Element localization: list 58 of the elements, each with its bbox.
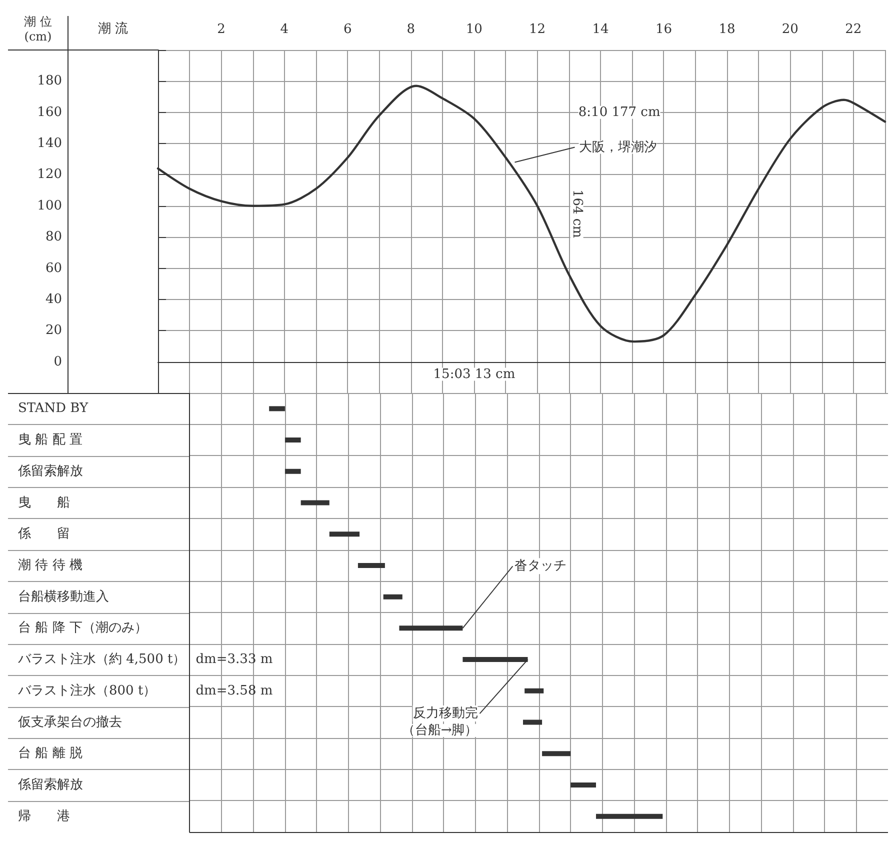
bar <box>523 720 542 725</box>
x-tick-label: 14 <box>592 22 609 37</box>
y-tick-label: 40 <box>45 292 62 307</box>
x-tick-label: 6 <box>344 22 352 37</box>
x-tick-label: 16 <box>655 22 672 37</box>
y-tick-label: 台船横移動進入 <box>18 589 109 604</box>
annotation: dm=3.33 m <box>196 652 273 668</box>
y-tick-label: 80 <box>45 230 62 245</box>
y-tick-label: 曳 船 配 置 <box>18 432 82 448</box>
x-tick-label: 12 <box>529 22 546 37</box>
y-tick-label: 140 <box>37 136 62 152</box>
bar <box>570 782 596 788</box>
bar <box>329 532 360 537</box>
y-tick-label: 係留索解放 <box>17 464 83 479</box>
x-tick-label: 22 <box>845 22 862 37</box>
y-tick-label: 160 <box>37 104 62 120</box>
bar <box>300 500 330 506</box>
annotation: 15:03 13 cm <box>433 366 516 382</box>
annotation: 大阪，堺潮汐 <box>578 140 657 155</box>
y-axis-title: 潮 位 (cm) <box>24 14 52 44</box>
annotation: dm=3.58 m <box>196 683 273 698</box>
y-tick-label: 曳 船 <box>18 495 70 510</box>
x-tick-label: 10 <box>466 22 482 37</box>
annotation: （台船→脚） <box>402 723 478 738</box>
y-tick-label: 0 <box>54 354 62 370</box>
bar <box>383 594 402 600</box>
bar <box>524 688 544 694</box>
bar <box>542 751 571 756</box>
x-tick-label: 4 <box>280 22 289 37</box>
bar <box>269 406 285 412</box>
y-tick-label: 係留索解放 <box>17 777 83 792</box>
bar <box>358 562 385 568</box>
annotation: 沓タッチ <box>514 558 567 574</box>
annotation: 164 cm <box>569 189 584 238</box>
y-tick-label: 100 <box>37 198 62 214</box>
bar <box>284 468 301 474</box>
y-tick-label: 180 <box>37 74 62 89</box>
bar <box>596 814 663 819</box>
y-tick-label: 20 <box>45 323 62 338</box>
y-tick-label: 台 船 降 下（潮のみ） <box>18 620 148 636</box>
bar <box>284 438 301 443</box>
x-tick-label: 18 <box>718 22 736 37</box>
annotation: 反力移動完 <box>412 705 478 722</box>
y-tick-label: 60 <box>45 260 62 276</box>
y-tick-label: 仮支承架台の撤去 <box>17 714 122 730</box>
x-tick-label: 20 <box>782 22 798 37</box>
y-tick-label: 係 留 <box>17 526 70 542</box>
x-tick-label: 8 <box>406 22 416 37</box>
annotation: 8:10 177 cm <box>578 104 660 120</box>
y-tick-label: 120 <box>37 167 62 182</box>
x-tick-label: 2 <box>217 22 226 37</box>
y-tick-label: バラスト注水（約 4,500 t） <box>17 652 186 668</box>
y-tick-label: 潮 待 待 機 <box>18 558 82 573</box>
y-tick-label: 台 船 離 脱 <box>18 746 82 762</box>
y-tick-label: STAND BY <box>18 401 89 416</box>
y-tick-label: バラスト注水（800 t） <box>17 683 156 698</box>
text: 潮 流 <box>98 20 128 36</box>
y-tick-label: 帰 港 <box>18 808 70 824</box>
